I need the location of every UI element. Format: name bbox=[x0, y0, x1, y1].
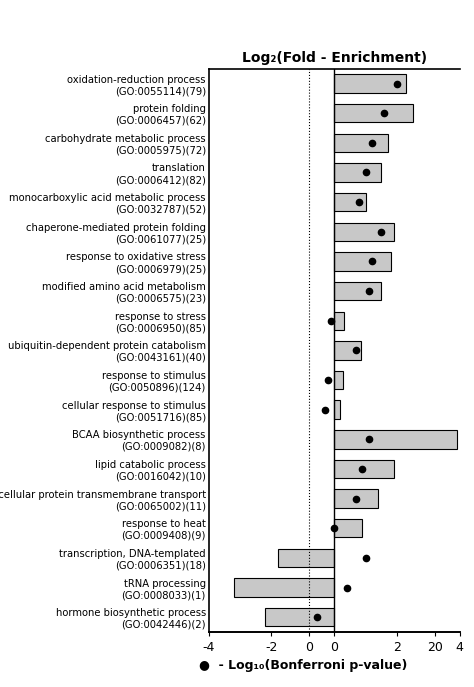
Bar bbox=[334, 252, 391, 271]
Bar bbox=[334, 164, 381, 181]
Bar bbox=[334, 371, 343, 390]
Bar bbox=[265, 608, 334, 627]
Text: ●  - Log₁₀(Bonferroni p-value): ● - Log₁₀(Bonferroni p-value) bbox=[199, 659, 408, 672]
Bar bbox=[334, 74, 406, 93]
Bar bbox=[334, 401, 340, 419]
Bar bbox=[234, 578, 334, 597]
Bar bbox=[334, 193, 365, 212]
Bar bbox=[334, 134, 388, 152]
Bar bbox=[334, 282, 381, 300]
Bar bbox=[334, 311, 344, 330]
Bar bbox=[334, 430, 456, 449]
Bar bbox=[334, 489, 378, 508]
X-axis label: Log₂(Fold - Enrichment): Log₂(Fold - Enrichment) bbox=[242, 51, 427, 65]
Bar bbox=[278, 549, 334, 567]
Bar bbox=[334, 341, 361, 359]
Bar bbox=[334, 519, 363, 537]
Bar bbox=[334, 104, 413, 122]
Bar bbox=[334, 460, 394, 478]
Bar bbox=[334, 223, 394, 241]
